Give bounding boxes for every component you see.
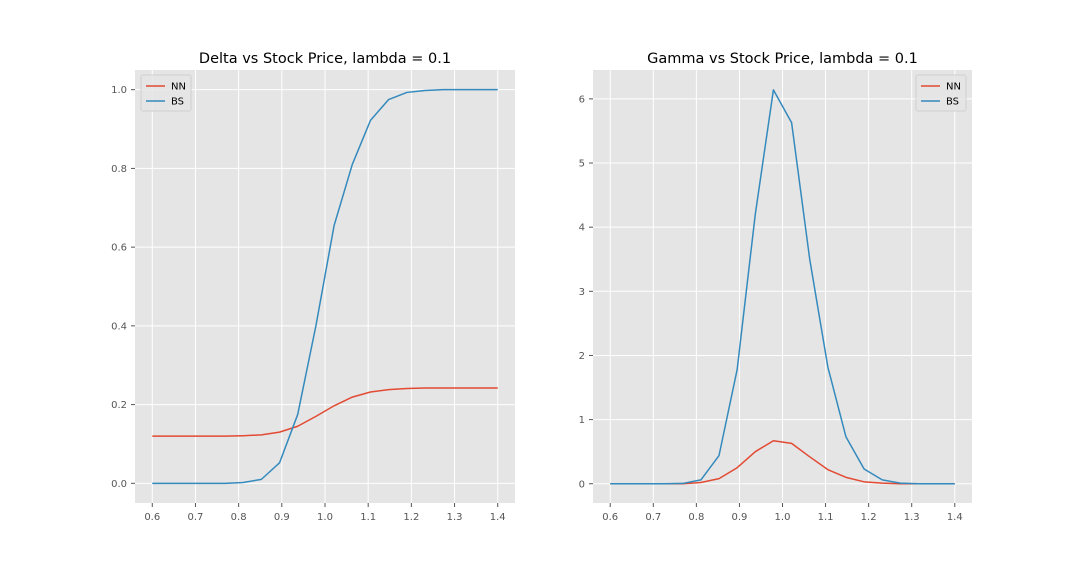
- delta-chart-title: Delta vs Stock Price, lambda = 0.1: [199, 51, 451, 67]
- gamma-y-tick-label: 2: [579, 351, 585, 362]
- gamma-legend-label-bs: BS: [946, 97, 959, 108]
- delta-legend-label-bs: BS: [171, 97, 184, 108]
- delta-y-tick-label: 0.8: [111, 164, 127, 175]
- delta-x-tick-label: 0.9: [274, 512, 290, 523]
- delta-x-tick-label: 0.6: [144, 512, 160, 523]
- gamma-y-tick-label: 0: [579, 479, 585, 490]
- gamma-legend-box: [915, 74, 967, 112]
- gamma-y-tick-label: 5: [579, 159, 585, 170]
- delta-y-tick-label: 0.4: [111, 321, 127, 332]
- gamma-x-tick-label: 1.2: [861, 512, 877, 523]
- gamma-y-tick-label: 4: [579, 223, 585, 234]
- gamma-x-tick-label: 1.3: [904, 512, 920, 523]
- gamma-x-tick-label: 0.7: [645, 512, 661, 523]
- delta-x-tick-label: 1.0: [317, 512, 333, 523]
- delta-legend: NN BS: [140, 74, 192, 112]
- delta-y-tick-label: 1.0: [111, 85, 127, 96]
- delta-legend-label-nn: NN: [171, 82, 186, 93]
- delta-x-tick-label: 0.7: [188, 512, 204, 523]
- delta-x-tick-label: 1.4: [490, 512, 506, 523]
- gamma-x-tick-label: 1.4: [947, 512, 963, 523]
- gamma-x-tick-label: 0.6: [602, 512, 618, 523]
- delta-x-tick-label: 1.1: [360, 512, 376, 523]
- delta-chart-panel: 0.6 0.7 0.8 0.9 1.0 1.1 1.2 1.3 1.4 0.0 0.2 0.4 0.6 0…: [111, 51, 515, 523]
- delta-legend-box: [140, 74, 192, 112]
- gamma-legend-label-nn: NN: [946, 82, 961, 93]
- gamma-x-tick-label: 1.1: [818, 512, 834, 523]
- delta-series-nn-line: [152, 387, 498, 437]
- gamma-chart-title: Gamma vs Stock Price, lambda = 0.1: [647, 51, 918, 67]
- delta-x-tick-label: 0.8: [231, 512, 247, 523]
- gamma-x-tick-label: 0.8: [688, 512, 704, 523]
- delta-x-tick-label: 1.3: [447, 512, 463, 523]
- gamma-y-tick-label: 1: [579, 415, 585, 426]
- delta-series-bs-line: [152, 88, 498, 485]
- delta-y-tick-label: 0.6: [111, 243, 127, 254]
- delta-y-tick-label: 0.2: [111, 400, 127, 411]
- gamma-y-tick-label: 6: [579, 94, 585, 105]
- gamma-chart-panel: 0.6 0.7 0.8 0.9 1.0 1.1 1.2 1.3 1.4 0 1 2 3 4 5 6 Gamma …: [579, 51, 972, 523]
- delta-x-tick-label: 1.2: [403, 512, 419, 523]
- gamma-legend: NN BS: [915, 74, 967, 112]
- gamma-x-tick-label: 1.0: [775, 512, 791, 523]
- gamma-y-tick-label: 3: [579, 287, 585, 298]
- delta-y-tick-label: 0.0: [111, 479, 127, 490]
- gamma-series-bs-line: [610, 89, 955, 485]
- gamma-x-tick-label: 0.9: [731, 512, 747, 523]
